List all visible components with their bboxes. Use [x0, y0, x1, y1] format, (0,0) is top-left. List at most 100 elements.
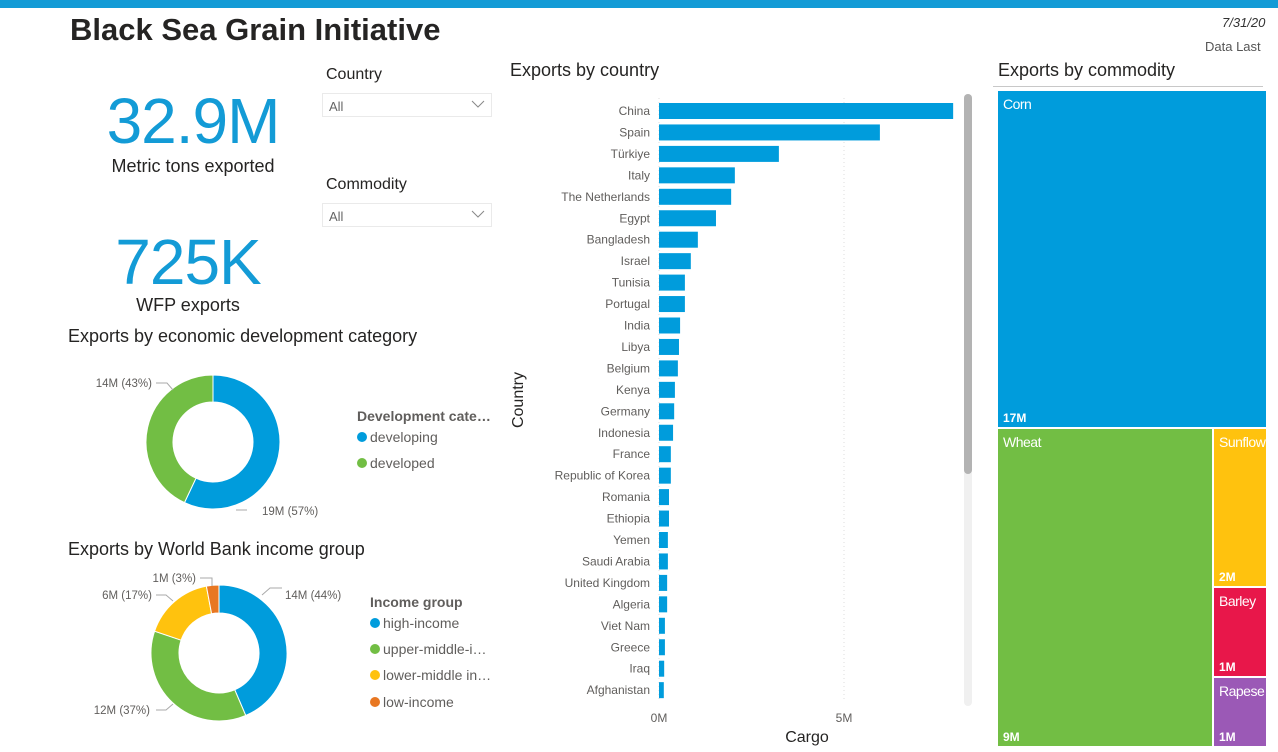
bar-tunisia[interactable] [659, 274, 685, 291]
scrollbar-thumb[interactable] [964, 94, 972, 474]
bar-israel[interactable] [659, 253, 691, 270]
y-tick-label: Saudi Arabia [582, 554, 650, 568]
bar-china[interactable] [659, 103, 954, 119]
y-tick-label: Egypt [619, 211, 650, 225]
bar-yemen[interactable] [659, 532, 668, 548]
data-label: 14M (43%) [96, 378, 152, 390]
country-slicer-dropdown[interactable]: All [322, 93, 492, 117]
bar-türkiye[interactable] [659, 145, 779, 162]
legend-label: low-income [383, 694, 454, 710]
x-axis-title: Cargo [785, 729, 829, 746]
legend-item-developing[interactable]: developing [357, 429, 438, 445]
bar-republic-of-korea[interactable] [659, 467, 671, 484]
treemap-cell-barley[interactable]: Barley 1M [1214, 588, 1266, 676]
legend-dot-icon [370, 670, 380, 680]
legend-dot-icon [370, 697, 380, 707]
y-tick-label: France [613, 447, 651, 461]
bar-the-netherlands[interactable] [659, 188, 732, 205]
legend-item-upper-middle-income[interactable]: upper-middle-i… [370, 641, 486, 657]
treemap-label: Barley [1219, 593, 1256, 609]
x-tick-label: 5M [836, 711, 853, 725]
treemap-value: 1M [1219, 660, 1236, 674]
bar-afghanistan[interactable] [659, 682, 664, 699]
bar-bangladesh[interactable] [659, 231, 698, 248]
country-chart-title: Exports by country [510, 60, 660, 80]
country-slicer-label: Country [326, 66, 383, 83]
bar-united-kingdom[interactable] [659, 574, 668, 591]
y-tick-label: Bangladesh [587, 233, 650, 247]
bar-egypt[interactable] [659, 210, 716, 227]
donut-slice-developed[interactable] [145, 374, 214, 504]
data-updated-label: Data Last [1205, 39, 1261, 54]
commodity-slicer-dropdown[interactable]: All [322, 203, 492, 227]
bar-algeria[interactable] [659, 596, 668, 613]
donut-slice-high-income[interactable] [218, 584, 288, 717]
y-tick-label: Iraq [629, 662, 650, 676]
treemap-label: Corn [1003, 96, 1032, 112]
commodity-slicer-value: All [329, 209, 344, 224]
bar-iraq[interactable] [659, 660, 665, 677]
y-tick-label: Romania [602, 490, 650, 504]
commodity-chart-title: Exports by commodity [998, 60, 1176, 80]
bar-romania[interactable] [659, 489, 669, 506]
bar-indonesia[interactable] [659, 424, 674, 441]
bar-belgium[interactable] [659, 360, 678, 377]
income-group-donut-chart: 14M (44%) 12M (37%) 6M (17%)1M (3%) [94, 573, 341, 722]
leader-line [156, 594, 174, 602]
page-title: Black Sea Grain Initiative [70, 12, 441, 47]
y-tick-label: Portugal [605, 297, 650, 311]
legend-item-developed[interactable]: developed [357, 455, 435, 471]
y-tick-label: China [619, 104, 651, 118]
y-tick-label: Republic of Korea [555, 469, 651, 483]
data-label: 12M (37%) [94, 705, 150, 717]
y-tick-label: Indonesia [598, 426, 650, 440]
legend-label: developed [370, 455, 435, 471]
legend-item-high-income[interactable]: high-income [370, 615, 459, 631]
legend-item-lower-middle-income[interactable]: lower-middle in… [370, 667, 491, 683]
commodity-slicer-label: Commodity [326, 176, 407, 193]
bar-viet-nam[interactable] [659, 617, 665, 634]
kpi-metric-tons-value: 32.9M [106, 85, 281, 157]
legend-label: upper-middle-i… [383, 641, 487, 657]
data-label: 6M (17%) [102, 590, 152, 602]
donut-slice-developing[interactable] [183, 374, 281, 510]
treemap-value: 1M [1219, 730, 1236, 744]
bar-france[interactable] [659, 446, 671, 463]
bar-italy[interactable] [659, 167, 735, 184]
y-tick-label: Spain [619, 125, 650, 139]
dev-category-legend-title: Development cate… [357, 408, 491, 424]
treemap-label: Sunflow [1219, 434, 1266, 450]
bar-libya[interactable] [659, 338, 679, 355]
leader-line [261, 587, 282, 596]
treemap-value: 17M [1003, 411, 1027, 425]
bar-kenya[interactable] [659, 381, 675, 398]
exports-by-commodity-treemap: Corn 17M Wheat 9M Sunflow 2M Barley 1M R… [998, 91, 1278, 747]
donut-slice-lower-middle-income[interactable] [153, 585, 213, 641]
treemap-cell-sunflower[interactable]: Sunflow 2M [1214, 429, 1266, 586]
top-accent-bar [0, 0, 1278, 8]
legend-label: lower-middle in… [383, 667, 492, 683]
treemap-label: Wheat [1003, 434, 1041, 450]
bar-ethiopia[interactable] [659, 510, 669, 527]
treemap-cell-corn[interactable]: Corn 17M [998, 91, 1266, 427]
donut-slice-low-income[interactable] [205, 584, 220, 615]
y-tick-label: Afghanistan [587, 683, 650, 697]
report-date: 7/31/20 [1222, 15, 1266, 30]
y-tick-label: Viet Nam [601, 619, 650, 633]
bar-germany[interactable] [659, 403, 675, 420]
data-label: 14M (44%) [285, 590, 341, 602]
y-tick-label: Tunisia [612, 276, 651, 290]
bar-portugal[interactable] [659, 296, 685, 313]
legend-item-low-income[interactable]: low-income [370, 694, 454, 710]
bar-spain[interactable] [659, 124, 880, 141]
treemap-cell-wheat[interactable]: Wheat 9M [998, 429, 1212, 746]
leader-line [156, 703, 174, 711]
y-tick-label: Ethiopia [607, 512, 651, 526]
treemap-cell-rapeseed[interactable]: Rapese 1M [1214, 678, 1266, 746]
bar-saudi-arabia[interactable] [659, 553, 668, 570]
legend-dot-icon [357, 458, 367, 468]
bar-india[interactable] [659, 317, 681, 334]
donut-slice-upper-middle-income[interactable] [150, 630, 247, 722]
treemap-label: Rapese [1219, 683, 1265, 699]
bar-greece[interactable] [659, 639, 665, 656]
